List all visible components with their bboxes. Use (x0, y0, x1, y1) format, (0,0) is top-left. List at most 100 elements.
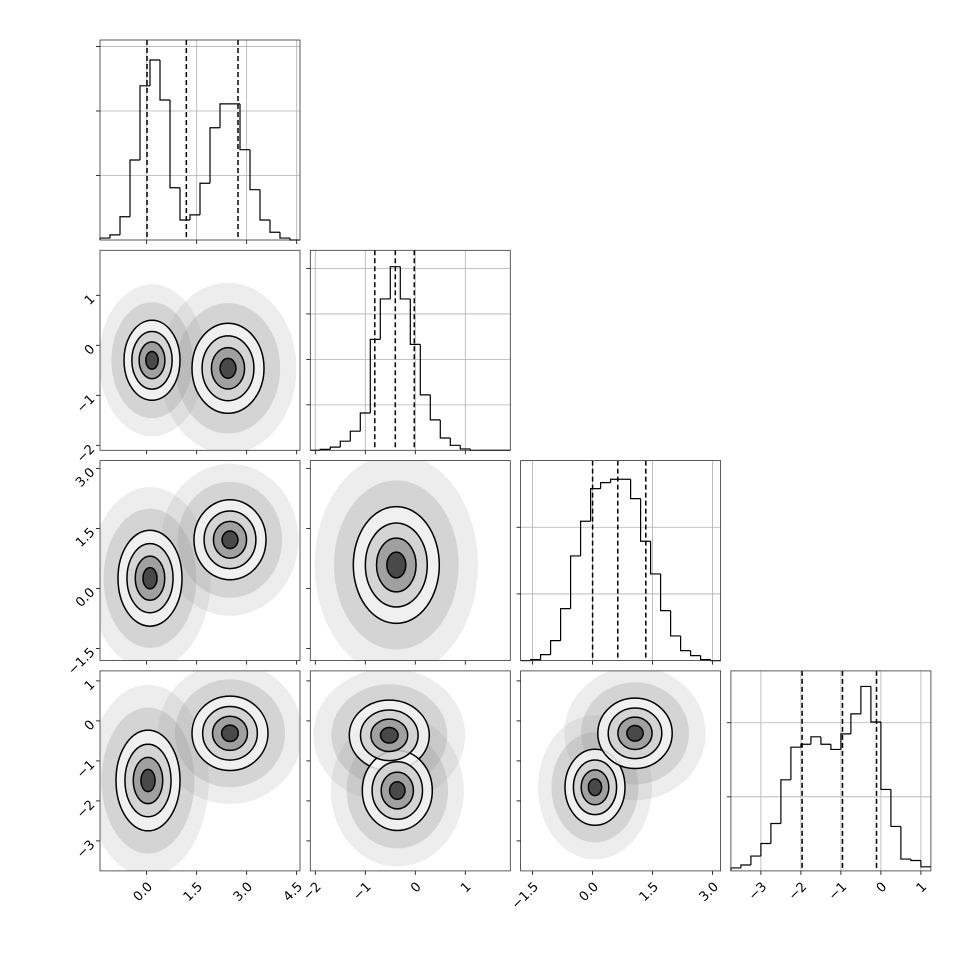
y-tick-label: −1.5 (65, 645, 98, 678)
histogram-step (700, 655, 711, 661)
y-tick-label: −2 (74, 442, 98, 466)
histogram-step (820, 736, 831, 745)
x-tick-label: 1.5 (637, 880, 662, 905)
contour (388, 780, 406, 801)
x-tick-label: 1.5 (181, 880, 206, 905)
x-tick-label: −2 (300, 880, 324, 904)
x-tick-label: 0.0 (131, 880, 156, 905)
histogram-step (610, 478, 621, 483)
y-tick-label: −2 (74, 798, 98, 822)
histogram-step (850, 713, 861, 734)
histogram-step (640, 498, 651, 542)
histogram-step (389, 266, 401, 299)
histogram-step (209, 127, 220, 184)
panel-marks (313, 670, 466, 867)
histogram-step (109, 234, 120, 239)
contour (220, 724, 240, 743)
histogram-step (129, 159, 140, 217)
panel-marks (538, 670, 706, 860)
histogram-step (560, 608, 571, 641)
histogram-step (449, 438, 461, 446)
histogram-step (159, 60, 170, 101)
histogram-step (179, 187, 190, 221)
y-tick-label: 3.0 (73, 465, 98, 490)
x-tick-label: 3.0 (697, 880, 722, 905)
histogram-step (660, 573, 671, 612)
histogram-step (249, 149, 260, 191)
panel-frame (309, 670, 511, 872)
panel-frame (520, 460, 721, 662)
histogram-step (329, 446, 341, 450)
histogram-step (790, 746, 801, 780)
contour (142, 566, 158, 590)
histogram-step (740, 864, 751, 868)
contour (386, 551, 407, 579)
panel-frame (99, 249, 301, 451)
y-tick-label: −1 (74, 392, 98, 416)
x-tick-label: 0.0 (577, 880, 602, 905)
histogram-step (880, 722, 891, 791)
histogram-step (199, 182, 210, 215)
contour (219, 357, 237, 379)
histogram-step (189, 214, 200, 220)
histogram-step (770, 822, 781, 844)
panel-marks (100, 282, 297, 451)
y-tick-label: −1 (74, 758, 98, 782)
x-tick-label: −2 (786, 880, 810, 904)
x-tick-label: 1 (458, 880, 474, 896)
histogram-step (369, 338, 381, 414)
contour (140, 768, 156, 793)
histogram-step (760, 842, 771, 857)
histogram-step (680, 635, 691, 652)
histogram-step (730, 867, 741, 871)
histogram-step (399, 266, 411, 300)
histogram-step (800, 743, 811, 748)
x-tick-label: −1.5 (509, 880, 542, 913)
histogram-step (840, 733, 851, 750)
x-tick-label: −1 (350, 880, 374, 904)
panel-frame (730, 670, 932, 872)
panel-frame (309, 249, 511, 451)
histogram-step (630, 479, 641, 500)
histogram-step (379, 298, 391, 340)
histogram-step (259, 189, 270, 221)
histogram-step (419, 344, 431, 396)
histogram-step (860, 685, 871, 714)
y-tick-label: 1 (82, 292, 98, 308)
histogram-step (269, 220, 280, 233)
histogram-step (550, 640, 561, 655)
histogram-step (349, 430, 361, 442)
histogram-step (890, 789, 901, 828)
histogram-step (169, 100, 180, 189)
histogram-step (409, 298, 421, 345)
contour (145, 350, 159, 370)
histogram-step (750, 855, 761, 865)
panel-frame (99, 39, 301, 241)
histogram-step (920, 860, 931, 868)
histogram-step (650, 541, 661, 575)
x-tick-label: −3 (746, 880, 770, 904)
histogram-step (149, 59, 160, 86)
histogram-step (219, 103, 230, 128)
y-tick-label: 0.0 (73, 585, 98, 610)
contour (587, 778, 603, 797)
panel-frame (99, 460, 301, 662)
histogram-step (810, 736, 821, 745)
histogram-step (279, 232, 290, 239)
histogram-step (580, 520, 591, 556)
y-tick-label: 1.5 (73, 525, 98, 550)
x-tick-label: 0 (408, 880, 424, 896)
x-tick-label: 1 (914, 880, 930, 896)
y-tick-label: −3 (74, 838, 98, 862)
contour (626, 724, 644, 742)
histogram-step (690, 650, 701, 657)
contour (221, 530, 239, 550)
histogram-step (429, 394, 441, 421)
histogram-step (590, 488, 601, 522)
histogram-step (239, 103, 250, 151)
panel-marks (100, 670, 300, 871)
histogram-step (830, 744, 841, 751)
histogram-step (670, 610, 681, 637)
histogram-step (870, 686, 881, 723)
panel-marks (100, 463, 299, 661)
